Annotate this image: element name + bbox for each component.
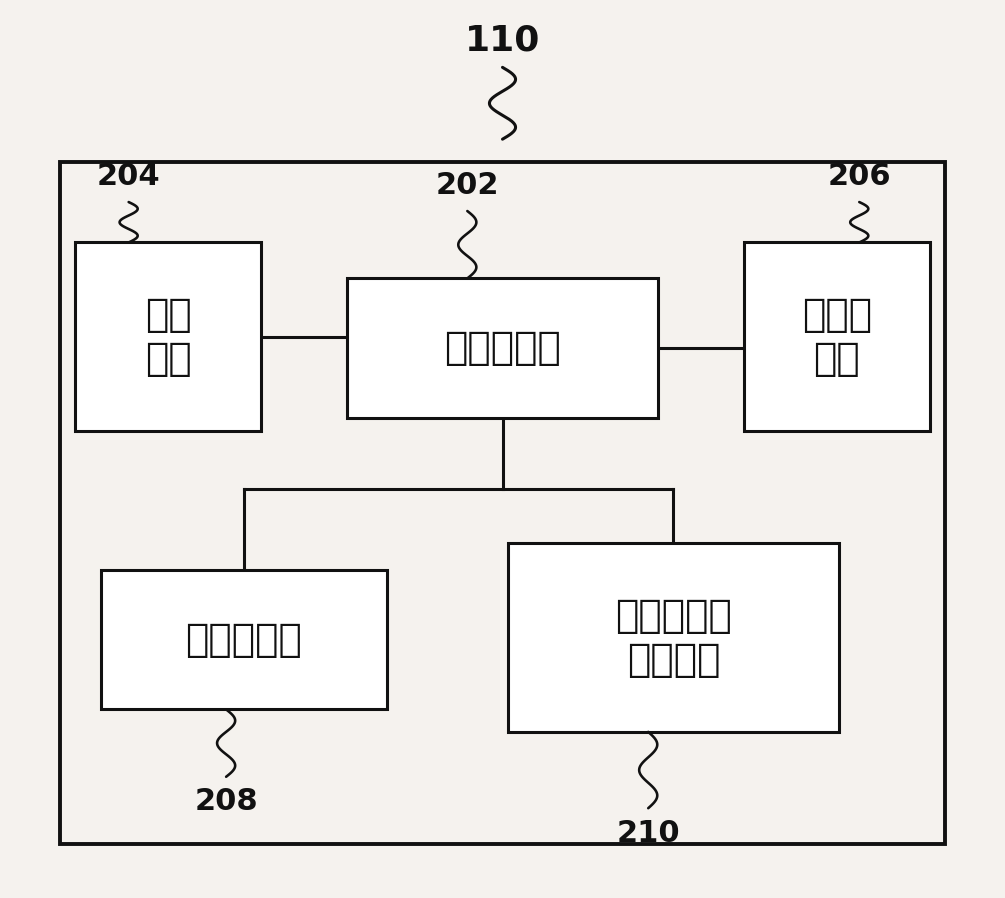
Text: 微处理单元: 微处理单元 <box>444 329 561 367</box>
Bar <box>60 162 945 844</box>
Text: 110: 110 <box>464 23 541 57</box>
Text: 202: 202 <box>435 172 499 200</box>
Text: 存储器
接口: 存储器 接口 <box>802 295 871 378</box>
Text: 210: 210 <box>616 819 680 848</box>
Bar <box>508 543 839 732</box>
Bar <box>744 242 930 431</box>
Bar <box>75 242 261 431</box>
Text: 208: 208 <box>194 788 258 816</box>
Text: 主机
接口: 主机 接口 <box>145 295 192 378</box>
Bar <box>347 278 658 418</box>
Text: 204: 204 <box>96 163 161 191</box>
Text: 206: 206 <box>827 163 891 191</box>
Text: 错误检查与
校正单元: 错误检查与 校正单元 <box>615 596 732 679</box>
Bar <box>100 570 387 709</box>
Text: 缓冲存储器: 缓冲存储器 <box>185 621 303 659</box>
